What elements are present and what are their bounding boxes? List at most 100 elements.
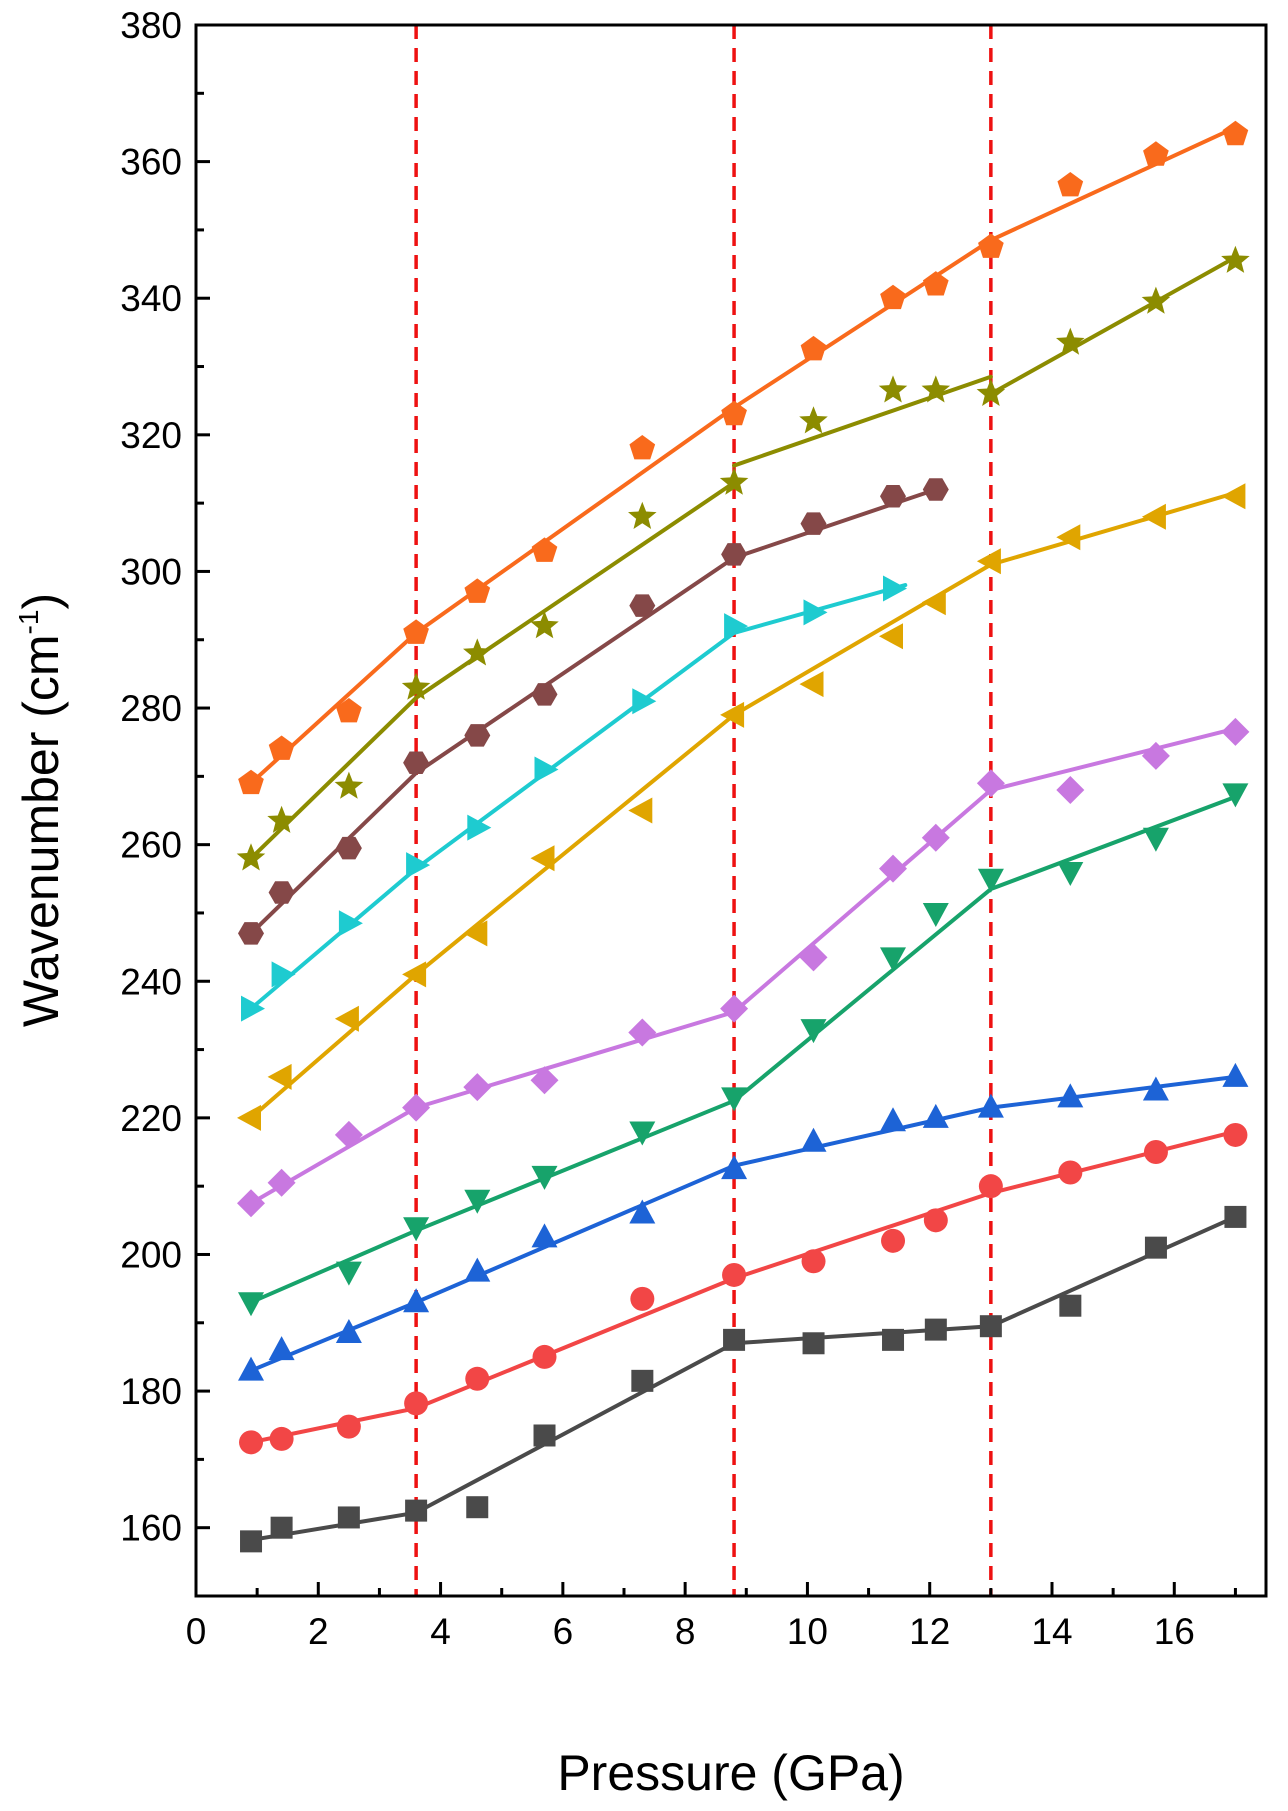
mode-10-point [464,578,491,603]
mode-4-fit-line [988,794,1238,892]
mode-6-point [463,920,488,947]
y-axis-title-close: ) [13,593,69,610]
mode-9-point [976,378,1006,406]
mode-3-fit-line [249,1300,419,1373]
mode-1-point [533,1424,556,1447]
mode-10-point [880,284,906,310]
mode-2-point [722,1262,747,1287]
mode-1-point [924,1318,947,1341]
y-tick-label: 340 [120,278,182,319]
mode-9-point [628,501,657,529]
mode-3-point [335,1319,362,1343]
mode-3-point [1222,1062,1249,1087]
mode-6-point [334,1005,359,1032]
y-tick-label: 360 [120,142,182,183]
mode-6-fit-line [414,712,737,977]
mode-9-point [463,638,492,666]
mode-1-point [466,1496,489,1519]
mode-3-point [403,1288,430,1313]
mode-5-fit-line [732,788,993,1014]
mode-7-point [724,613,749,640]
mode-2-point [336,1414,361,1439]
mode-2-fit-line [988,1129,1238,1196]
x-tick-label: 6 [553,1611,574,1652]
mode-8-point [531,683,558,706]
mode-8-point [721,543,748,566]
mode-1-point [240,1530,263,1553]
mode-9-fit-line [414,480,737,700]
mode-4-point [531,1165,558,1190]
mode-4-fit-line [732,887,993,1103]
mode-5-point [402,1093,431,1122]
mode-2-point [801,1249,826,1274]
mode-1-point [270,1516,293,1539]
mode-4-point [629,1121,656,1146]
mode-1-point [979,1315,1002,1338]
mode-5-point [628,1018,657,1047]
mode-8-point [268,881,295,904]
mode-8-point [800,512,827,535]
mode-5-fit-line [988,726,1238,793]
mode-3-point [880,1107,906,1132]
mode-1-point [337,1506,360,1529]
mode-2-point [1223,1122,1248,1147]
data-markers [236,120,1250,1553]
mode-10-fit-line [732,238,993,410]
mode-4-point [403,1217,430,1242]
mode-8-point [403,751,430,774]
mode-4-point [464,1189,491,1214]
mode-1-point [882,1328,905,1351]
mode-9-point [1056,327,1085,355]
mode-3-point [268,1336,295,1361]
mode-5-point [879,854,907,883]
mode-6-point [879,623,903,650]
mode-6-point [628,797,653,824]
mode-5-point [1056,776,1085,804]
mode-7-point [803,599,828,626]
mode-4-point [238,1292,264,1317]
mode-9-fit-line [249,695,419,861]
mode-6-point [976,548,1001,575]
mode-7-point [632,688,657,715]
mode-9-point [921,375,951,403]
mode-8-point [629,594,656,617]
mode-5-point [463,1073,492,1102]
mode-9-point [236,843,266,871]
mode-9-fit-line [988,255,1238,396]
x-axis-title: Pressure (GPa) [557,1745,904,1801]
mode-10-point [978,233,1004,258]
fit-lines [249,125,1238,1542]
mode-3-point [629,1199,656,1224]
mode-7-fit-line [414,630,737,871]
mode-3-fit-line [732,1105,993,1168]
mode-2-point [923,1208,948,1233]
mode-5-point [334,1120,363,1149]
mode-6-point [267,1063,292,1090]
mode-5-point [1141,741,1170,770]
mode-4-fit-line [414,1098,737,1233]
mode-6-point [1056,524,1081,551]
mode-9-point [799,406,828,434]
mode-6-point [530,845,555,872]
x-tick-label: 0 [186,1611,207,1652]
mode-9-point [878,375,908,403]
mode-1-point [1059,1294,1082,1317]
mode-7-fit-line [249,866,419,1011]
mode-3-point [1142,1076,1169,1101]
mode-5-point [267,1168,296,1197]
mode-9-point [530,611,559,639]
mode-6-point [720,701,745,728]
mode-7-point [338,910,363,937]
y-tick-label: 240 [120,961,182,1002]
x-tick-label: 8 [675,1611,696,1652]
mode-8-fit-line [249,770,419,936]
mode-5-point [799,943,828,972]
mode-6-fit-line [988,490,1238,567]
mode-6-point [799,671,824,698]
mode-1-point [405,1499,428,1522]
mode-5-point [237,1189,265,1218]
x-tick-label: 12 [909,1611,950,1652]
mode-4-fit-line [249,1228,419,1305]
mode-7-point [406,852,431,879]
